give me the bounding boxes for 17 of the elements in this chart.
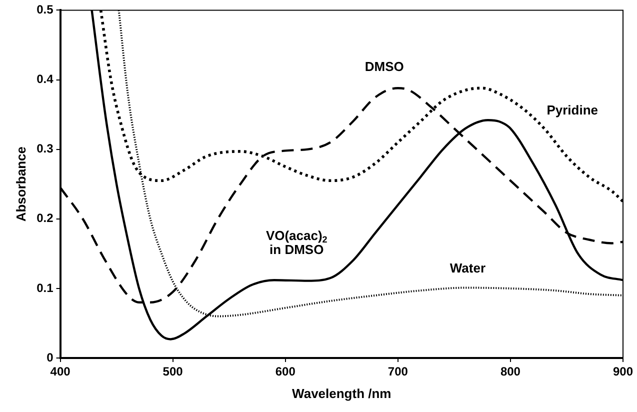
series-label: Water: [450, 260, 486, 276]
y-tick-label: 0.3: [36, 142, 54, 156]
x-axis-title: Wavelength /nm: [292, 386, 392, 401]
y-tick-label: 0.2: [36, 211, 54, 226]
x-tick-label: 400: [50, 364, 71, 379]
y-axis-title: Absorbance: [13, 146, 28, 222]
y-tick-label: 0: [46, 350, 54, 364]
series-label: DMSO: [364, 58, 404, 74]
y-tick-label: 0.5: [36, 2, 54, 17]
y-tick-label: 0.1: [36, 280, 54, 295]
x-tick-label: 800: [500, 364, 521, 379]
series-label: Pyridine: [546, 102, 598, 118]
x-tick-label: 600: [275, 364, 296, 379]
x-tick-label: 900: [612, 364, 634, 379]
y-tick-label: 0.4: [36, 72, 54, 86]
x-tick-label: 700: [388, 364, 408, 379]
x-tick-label: 500: [162, 364, 184, 379]
